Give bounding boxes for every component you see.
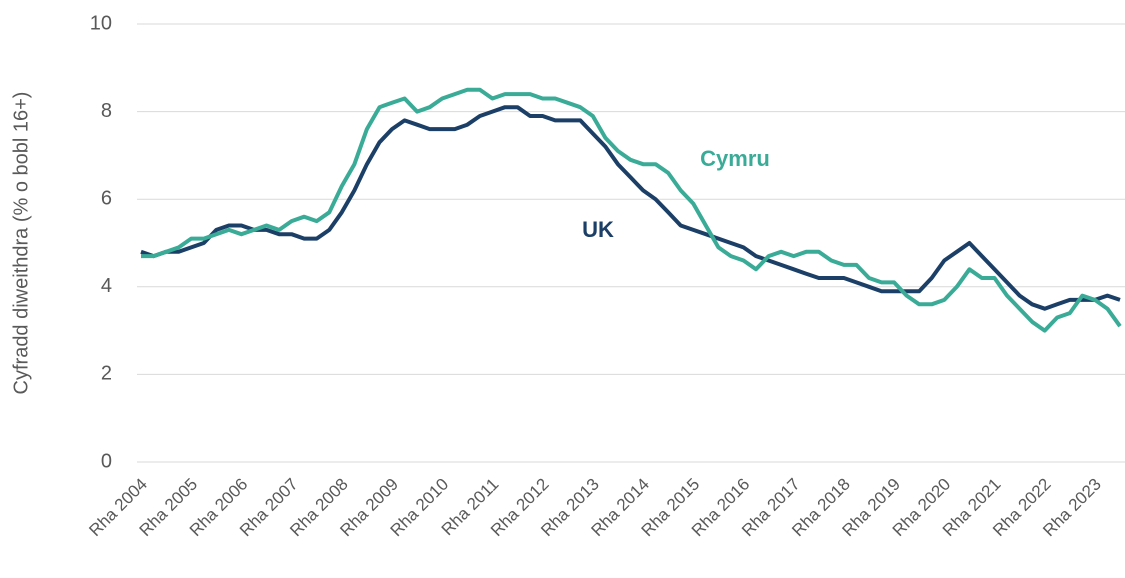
- y-axis-label: Cyfradd diweithdra (% o bobl 16+): [10, 92, 32, 395]
- y-tick-label: 4: [101, 275, 112, 297]
- y-tick-label: 0: [101, 450, 112, 472]
- y-tick-label: 2: [101, 363, 112, 385]
- series-label: Cymru: [700, 146, 770, 171]
- series-label: UK: [582, 217, 614, 242]
- y-tick-label: 10: [90, 12, 112, 34]
- y-tick-label: 8: [101, 100, 112, 122]
- line-series: [140, 105, 1121, 311]
- line-series: [141, 87, 1122, 333]
- y-tick-label: 6: [101, 187, 112, 209]
